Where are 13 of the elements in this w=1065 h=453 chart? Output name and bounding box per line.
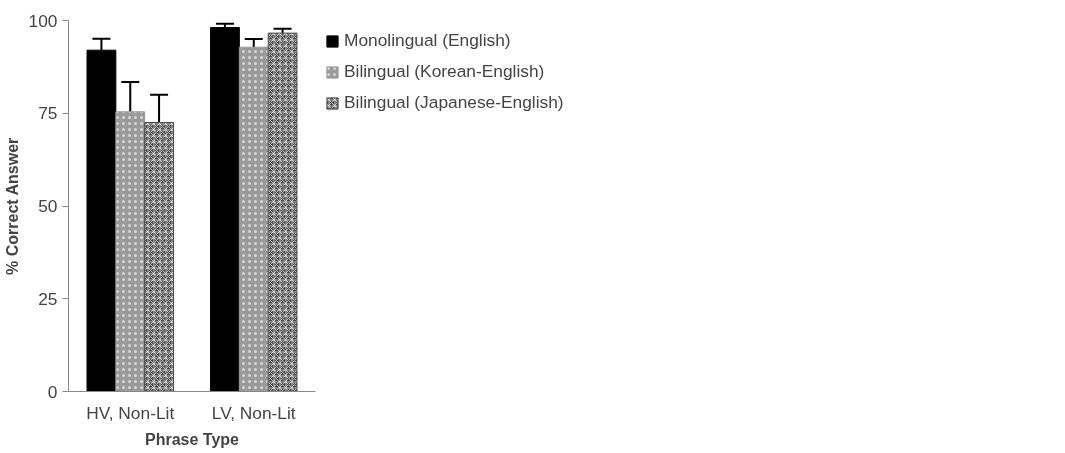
x-tick-label: HV, Non-Lit (86, 402, 175, 423)
y-tick-label: 75 (38, 103, 58, 124)
x-tick-label: LV, Non-Lit (211, 402, 296, 423)
y-tick-label: 50 (38, 196, 58, 216)
legend-label: Monolingual (English) (344, 30, 511, 51)
x-axis-title: Phrase Type (145, 430, 240, 448)
y-axis-title: % Correct Answer (3, 137, 21, 275)
legend-label: Bilingual (Japanese-English) (344, 92, 564, 113)
legend-label: Bilingual (Korean-English) (344, 61, 545, 82)
bar (210, 27, 240, 392)
y-tick-label: 0 (47, 381, 58, 402)
y-tick-label: 100 (28, 10, 58, 31)
y-tick-label: 25 (38, 288, 58, 309)
